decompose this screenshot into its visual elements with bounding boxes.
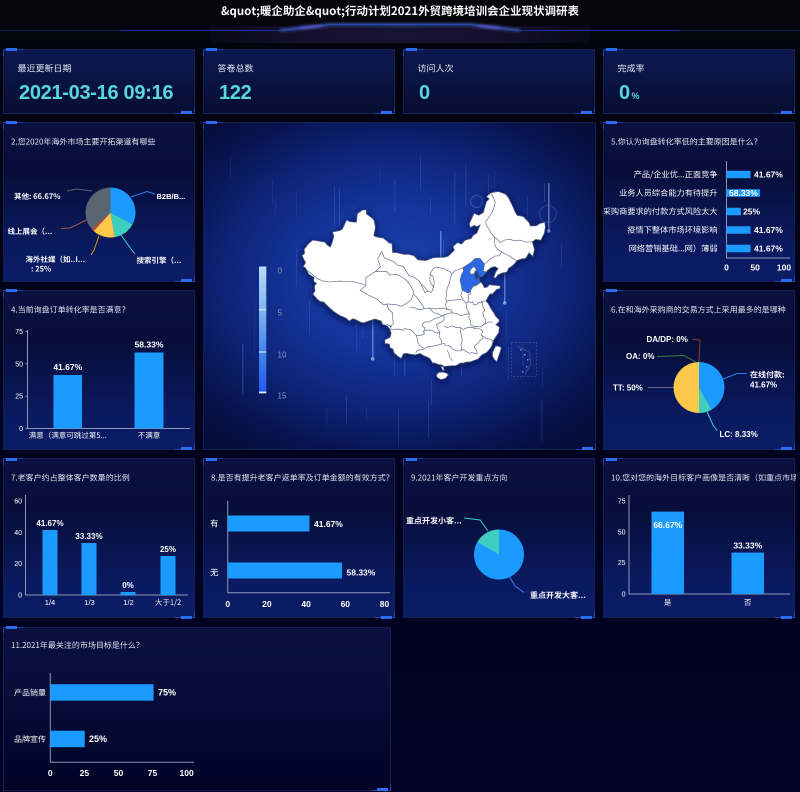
svg-text:40: 40 [301, 599, 311, 609]
svg-text:60: 60 [340, 599, 350, 609]
svg-text:75: 75 [15, 329, 23, 336]
svg-text:75: 75 [147, 768, 157, 778]
svg-text:25%: 25% [743, 206, 760, 216]
svg-text:60: 60 [14, 499, 22, 506]
svg-text:TT: 50%: TT: 50% [613, 383, 643, 392]
svg-text:0: 0 [277, 266, 282, 275]
svg-text:25: 25 [15, 393, 23, 400]
svg-text:50: 50 [617, 530, 625, 537]
svg-text:2021-03-16 09:16: 2021-03-16 09:16 [19, 82, 173, 104]
svg-text:0: 0 [419, 82, 430, 104]
svg-text:33.33%: 33.33% [75, 532, 102, 541]
svg-text:58.33%: 58.33% [729, 188, 758, 198]
svg-text:100: 100 [179, 768, 193, 778]
svg-text:25: 25 [617, 560, 625, 567]
svg-text:1/4: 1/4 [44, 598, 54, 607]
svg-text:25%: 25% [89, 734, 107, 744]
svg-text:20: 20 [14, 561, 22, 568]
svg-text:0: 0 [621, 592, 625, 599]
svg-text:58.33%: 58.33% [346, 568, 375, 578]
svg-text:50: 50 [750, 262, 760, 272]
svg-text:0: 0 [225, 599, 230, 609]
svg-text:122: 122 [219, 82, 252, 104]
svg-text:40: 40 [14, 530, 22, 537]
svg-text:%: % [631, 91, 639, 101]
svg-text:OA: 0%: OA: 0% [626, 352, 654, 361]
svg-text:50: 50 [15, 361, 23, 368]
svg-text:58.33%: 58.33% [134, 339, 163, 349]
svg-text:25%: 25% [159, 545, 175, 554]
svg-text:LC: 8.33%: LC: 8.33% [719, 430, 757, 439]
svg-text:10: 10 [277, 350, 286, 359]
svg-text:75: 75 [617, 499, 625, 506]
svg-text:B2B/B...: B2B/B... [156, 192, 185, 201]
svg-text:5: 5 [277, 308, 282, 317]
svg-text:41.67%: 41.67% [314, 519, 343, 529]
svg-text:0%: 0% [122, 581, 134, 590]
svg-text:41.67%: 41.67% [750, 380, 777, 389]
svg-text:41.67%: 41.67% [754, 169, 783, 179]
svg-text:0: 0 [724, 262, 729, 272]
svg-text:1/2: 1/2 [123, 598, 133, 607]
svg-text:80: 80 [379, 599, 389, 609]
svg-text:41.67%: 41.67% [36, 519, 63, 528]
svg-text:25: 25 [79, 768, 89, 778]
svg-text:0: 0 [47, 768, 52, 778]
svg-text:33.33%: 33.33% [733, 541, 762, 551]
svg-text:0: 0 [19, 426, 23, 433]
svg-text:15: 15 [277, 391, 286, 400]
svg-text:41.67%: 41.67% [754, 243, 783, 253]
svg-text:41.67%: 41.67% [754, 225, 783, 235]
svg-text:66.67%: 66.67% [653, 520, 682, 530]
svg-text:1/3: 1/3 [84, 598, 94, 607]
svg-text:100: 100 [776, 262, 790, 272]
svg-text:0: 0 [18, 593, 22, 600]
svg-text:DA/DP: 0%: DA/DP: 0% [646, 335, 687, 344]
svg-text:41.67%: 41.67% [53, 362, 82, 372]
svg-text:20: 20 [262, 599, 272, 609]
svg-text:50: 50 [113, 768, 123, 778]
svg-text:75%: 75% [158, 687, 176, 697]
svg-text:0: 0 [619, 82, 630, 104]
